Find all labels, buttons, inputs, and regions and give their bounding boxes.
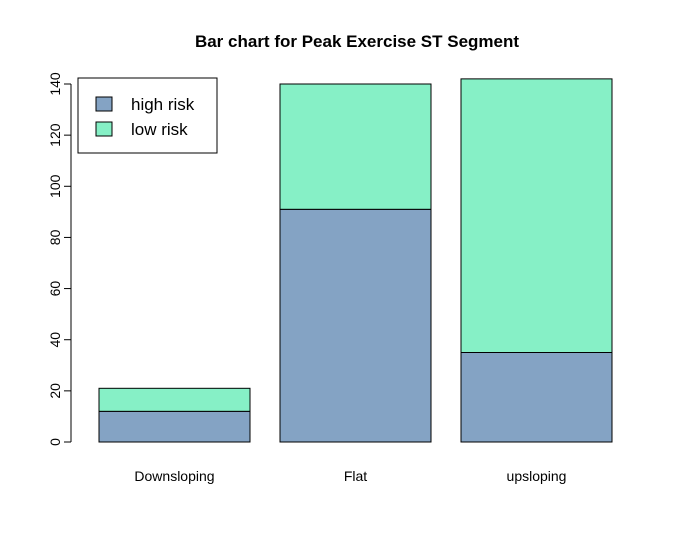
bar-upsloping-high-risk: [460, 352, 613, 443]
legend-label: high risk: [131, 95, 195, 114]
legend-swatch: [95, 121, 113, 137]
y-tick-label: 100: [47, 174, 63, 198]
y-tick-label: 120: [47, 123, 63, 147]
y-tick-label: 20: [47, 383, 63, 399]
x-axis-labels: Downsloping Flat upsloping: [134, 468, 566, 484]
bars: [98, 78, 613, 443]
bar-downsloping-high-risk: [98, 410, 251, 443]
bar-downsloping-low-risk: [98, 387, 251, 412]
y-axis: 0 20 40 60 80 100 120 140: [47, 72, 72, 446]
bar-flat-high-risk: [279, 208, 432, 443]
legend-label: low risk: [131, 120, 188, 139]
y-tick-label: 0: [47, 438, 63, 446]
y-tick-label: 60: [47, 281, 63, 297]
legend-box: [77, 77, 218, 154]
legend-swatch: [95, 96, 113, 112]
y-tick-label: 80: [47, 229, 63, 245]
bar-flat-low-risk: [279, 83, 432, 210]
bar-upsloping-low-risk: [460, 78, 613, 353]
x-tick-label: upsloping: [507, 468, 567, 484]
x-tick-label: Flat: [344, 468, 367, 484]
chart-title: Bar chart for Peak Exercise ST Segment: [195, 32, 519, 51]
x-tick-label: Downsloping: [134, 468, 214, 484]
y-tick-label: 40: [47, 332, 63, 348]
legend: high risk low risk: [77, 77, 218, 154]
y-tick-label: 140: [47, 72, 63, 96]
